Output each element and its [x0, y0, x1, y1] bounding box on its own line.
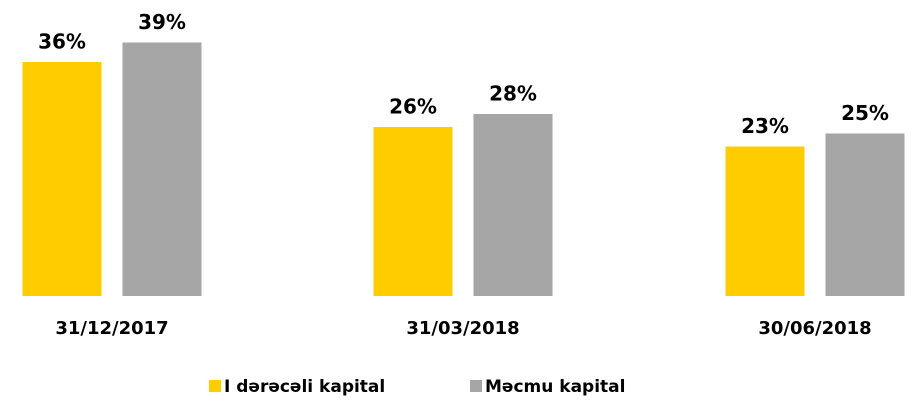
legend-label: I dərəcəli kapital [224, 377, 385, 397]
value-label: 28% [489, 82, 537, 106]
value-label: 25% [841, 101, 889, 125]
value-label: 26% [389, 95, 437, 119]
x-tick-label: 30/06/2018 [758, 318, 871, 339]
legend-label: Məcmu kapital [485, 377, 625, 397]
value-label: 39% [138, 10, 186, 34]
legend-swatch [209, 380, 221, 392]
bar [473, 114, 553, 296]
bar [373, 127, 453, 296]
bar [122, 42, 202, 296]
legend-swatch [470, 380, 482, 392]
bar [725, 146, 805, 296]
bar [825, 133, 905, 296]
value-label: 36% [38, 30, 86, 54]
bar [22, 62, 102, 296]
x-tick-label: 31/12/2017 [55, 318, 168, 339]
value-label: 23% [741, 114, 789, 138]
x-tick-label: 31/03/2018 [406, 318, 519, 339]
